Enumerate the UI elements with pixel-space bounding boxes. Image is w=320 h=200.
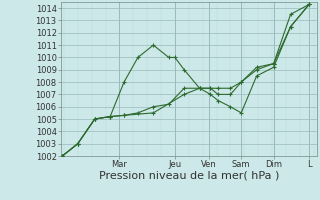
X-axis label: Pression niveau de la mer( hPa ): Pression niveau de la mer( hPa ) — [99, 171, 279, 181]
